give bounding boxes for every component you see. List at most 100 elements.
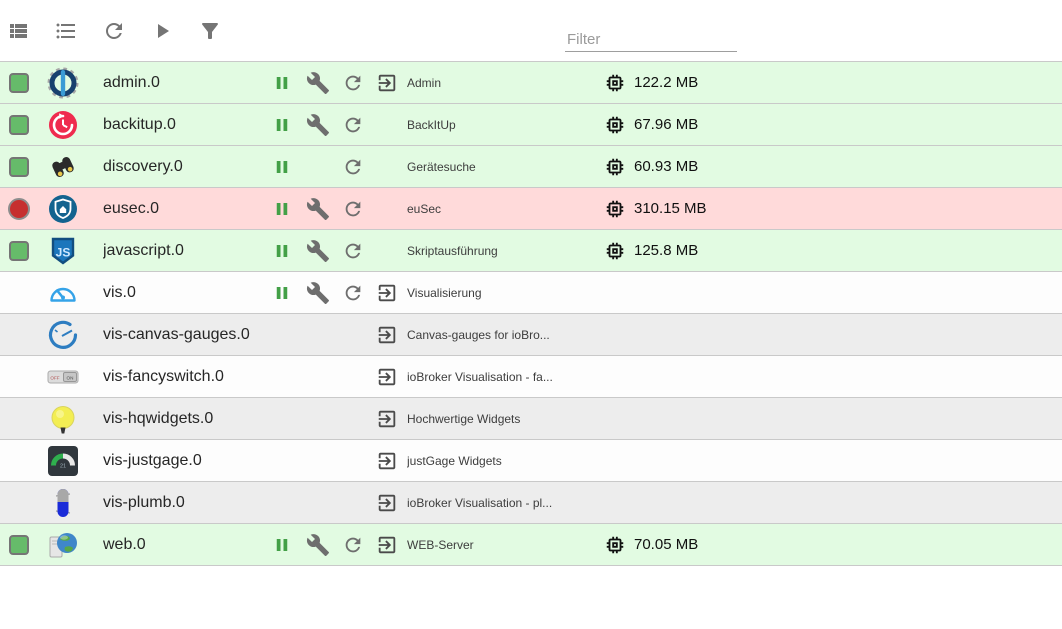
backitup-clock-icon [47,109,79,141]
settings-wrench-button[interactable] [303,71,333,95]
settings-wrench-button[interactable] [303,281,333,305]
instance-title: Skriptausführung [407,243,498,258]
instance-status [8,534,30,556]
instance-row[interactable]: JS javascript.0 Skriptausführung 125.8 M… [0,230,1062,272]
instance-status [8,366,30,388]
instance-row[interactable]: discovery.0 Gerätesuche 60.93 MB [0,146,1062,188]
restart-button[interactable] [341,72,365,94]
instance-id: vis-plumb.0 [103,493,185,511]
instance-memory: 310.15 MB [604,198,707,220]
instance-title: Gerätesuche [407,159,476,174]
instance-row[interactable]: vis-hqwidgets.0 Hochwertige Widgets [0,398,1062,440]
instance-row[interactable]: vis-canvas-gauges.0 Canvas-gauges for io… [0,314,1062,356]
open-instance-button[interactable] [375,366,399,388]
memory-chip-icon [606,116,624,133]
justgage-icon: 21 [47,445,79,477]
pause-button[interactable] [273,282,291,304]
instance-memory: 60.93 MB [604,156,698,178]
restart-button[interactable] [341,114,365,136]
instance-id: discovery.0 [103,157,183,175]
open-instance-button[interactable] [375,534,399,556]
instance-status [8,156,30,178]
instance-title: Canvas-gauges for ioBro... [407,327,550,342]
eusec-shield-icon [47,193,79,225]
instance-list: admin.0 Admin 122.2 MB backitup.0 [0,61,1062,566]
instance-id: eusec.0 [103,199,160,217]
plumb-capsule-icon [47,487,79,519]
instance-status [8,408,30,430]
ram-usage: 310.15 MB [634,200,707,217]
view-list-icon[interactable] [6,19,30,43]
pause-button[interactable] [273,534,291,556]
play-icon[interactable] [150,19,174,43]
instance-row[interactable]: web.0 WEB-Server 70.05 MB [0,524,1062,566]
svg-text:ON: ON [67,375,74,380]
status-indicator [9,114,29,135]
instance-id: vis-canvas-gauges.0 [103,325,250,343]
settings-wrench-button[interactable] [303,113,333,137]
restart-button[interactable] [341,240,365,262]
instance-memory: 125.8 MB [604,240,698,262]
restart-button[interactable] [341,156,365,178]
settings-wrench-button[interactable] [303,533,333,557]
instance-id: backitup.0 [103,115,176,133]
open-instance-button[interactable] [375,324,399,346]
open-instance-button[interactable] [375,492,399,514]
instance-title: Visualisierung [407,285,482,300]
memory-chip-icon [606,74,624,91]
memory-chip-icon [606,242,624,259]
ram-usage: 122.2 MB [634,74,699,91]
open-instance-button[interactable] [375,408,399,430]
fancyswitch-icon: OFF ON [47,361,79,393]
open-instance-button[interactable] [375,450,399,472]
pause-button[interactable] [273,114,291,136]
bulleted-list-icon[interactable] [54,19,78,43]
admin-gear-icon [47,67,79,99]
restart-button[interactable] [341,534,365,556]
instance-row[interactable]: eusec.0 euSec 310.15 MB [0,188,1062,230]
pause-button[interactable] [273,156,291,178]
pause-button[interactable] [273,72,291,94]
instance-id: vis-hqwidgets.0 [103,409,214,427]
instance-status [8,324,30,346]
instance-row[interactable]: 21 vis-justgage.0 justGage Widgets [0,440,1062,482]
instance-title: justGage Widgets [407,453,502,468]
ram-usage: 60.93 MB [634,158,699,175]
instance-status [8,114,30,136]
hqwidgets-bulb-icon [47,403,79,435]
open-instance-button[interactable] [375,282,399,304]
status-indicator [9,156,29,177]
pause-button[interactable] [273,240,291,262]
status-indicator [9,240,29,261]
instance-memory: 70.05 MB [604,534,698,556]
svg-text:OFF: OFF [50,375,59,380]
svg-text:JS: JS [56,245,71,259]
restart-button[interactable] [341,282,365,304]
ram-usage: 70.05 MB [634,536,699,553]
instance-title: Admin [407,75,442,90]
instance-id: vis.0 [103,283,136,301]
instance-row[interactable]: admin.0 Admin 122.2 MB [0,62,1062,104]
reload-icon[interactable] [102,19,126,43]
filter-input[interactable] [565,28,737,52]
settings-wrench-button[interactable] [303,197,333,221]
discovery-binoculars-icon [47,151,79,183]
filter-funnel-icon[interactable] [198,19,222,43]
instance-row[interactable]: backitup.0 BackItUp 67.96 MB [0,104,1062,146]
instance-memory: 122.2 MB [604,72,698,94]
svg-text:21: 21 [60,463,66,469]
status-indicator [8,197,30,220]
instance-status [8,450,30,472]
instance-id: web.0 [103,535,146,553]
instance-title: BackItUp [407,117,456,132]
instance-status [8,282,30,304]
instance-id: vis-fancyswitch.0 [103,367,224,385]
status-indicator [9,534,29,555]
restart-button[interactable] [341,198,365,220]
settings-wrench-button[interactable] [303,239,333,263]
pause-button[interactable] [273,198,291,220]
open-instance-button[interactable] [375,72,399,94]
instance-row[interactable]: vis-plumb.0 ioBroker Visualisation - pl.… [0,482,1062,524]
instance-row[interactable]: OFF ON vis-fancyswitch.0 ioBroker Visuali… [0,356,1062,398]
instance-row[interactable]: vis.0 Visualisierung [0,272,1062,314]
